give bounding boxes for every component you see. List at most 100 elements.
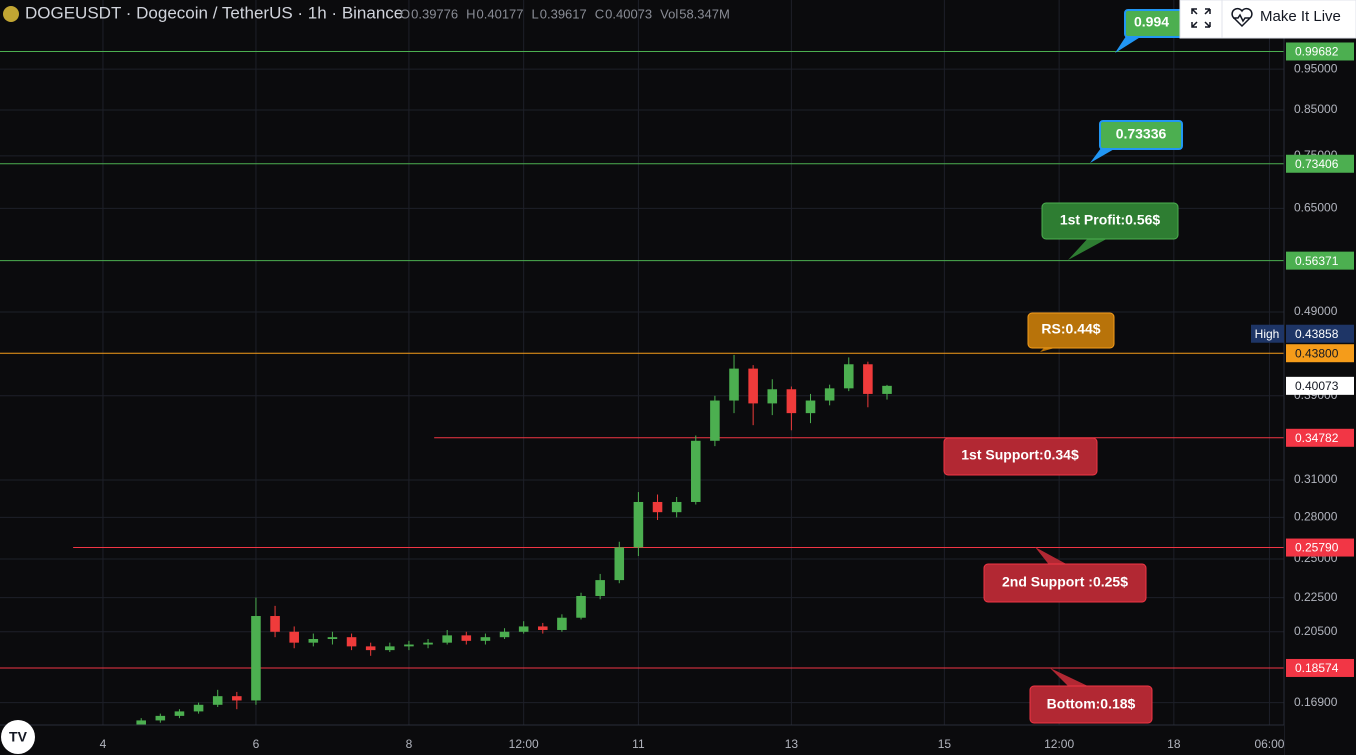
candle-body [251, 616, 261, 701]
candle-body [729, 368, 739, 401]
candle-body [423, 642, 433, 645]
x-tick-label: 12:00 [1044, 737, 1074, 751]
candle-body [690, 440, 701, 502]
callout: RS:0.44$ [1027, 312, 1115, 352]
callouts: 0.994 0.73336 1st Profit:0.56$ RS:0.44$ … [943, 9, 1196, 724]
candle-body [346, 637, 357, 647]
candle-body [671, 501, 682, 513]
candle-body [614, 547, 625, 581]
candle-body [557, 617, 567, 630]
callout-text: 2nd Support :0.25$ [1002, 574, 1128, 590]
candle-body [595, 580, 605, 596]
candle-body [710, 400, 720, 441]
price-level-tag [1286, 344, 1354, 363]
price-level-tag [1286, 154, 1354, 173]
ohlc-value: 58.347M [679, 6, 730, 21]
ohlc-value: 0.40073 [605, 6, 652, 21]
candle-body [748, 368, 758, 404]
candle-body [652, 501, 663, 513]
y-tick-label: 0.49000 [1294, 304, 1338, 318]
candle-body [404, 644, 414, 647]
x-tick-label: 18 [1167, 737, 1181, 751]
ohlc-value: 0.39617 [540, 6, 587, 21]
price-level-tag [1286, 428, 1354, 447]
candle-body [385, 646, 395, 651]
callout: 0.73336 [1090, 120, 1183, 163]
candle-body [882, 385, 892, 394]
x-tick-label: 4 [100, 737, 107, 751]
candle-body [136, 720, 146, 725]
callout-text: 0.994 [1134, 14, 1169, 30]
symbol-title: DOGEUSDT · Dogecoin / TetherUS · 1h · Bi… [25, 3, 403, 22]
candle-body [538, 626, 548, 630]
callout-text: RS:0.44$ [1041, 321, 1100, 337]
high-value: 0.43858 [1295, 327, 1339, 341]
y-tick-label: 0.95000 [1294, 61, 1338, 75]
callout-text: Bottom:0.18$ [1047, 696, 1136, 712]
y-tick-label: 0.22500 [1294, 590, 1338, 604]
price-level-label: 0.73406 [1295, 157, 1339, 171]
high-tag [1286, 324, 1354, 343]
candle-body [327, 637, 338, 639]
fullscreen-icon[interactable] [1191, 8, 1211, 28]
candle-body [805, 400, 816, 414]
high-caption-bg [1251, 324, 1284, 343]
y-tick-label: 0.31000 [1294, 472, 1338, 486]
make-it-live-button[interactable]: Make It Live [1179, 0, 1356, 39]
price-level-tag [1286, 42, 1354, 61]
candle-body [232, 696, 242, 701]
header: DOGEUSDT · Dogecoin / TetherUS · 1h · Bi… [3, 3, 730, 22]
candle-body [461, 635, 472, 641]
price-level-label: 0.34782 [1295, 431, 1339, 445]
ohlc-key: O [400, 6, 410, 21]
y-tick-label: 0.65000 [1294, 201, 1338, 215]
svg-text:TV: TV [9, 729, 28, 745]
x-tick-label: 8 [406, 737, 413, 751]
candle-body [499, 631, 510, 638]
candle-body [270, 616, 280, 632]
last-price-tag [1286, 376, 1354, 395]
candle-body [863, 364, 873, 394]
x-tick-label: 15 [938, 737, 952, 751]
ohlc-key: Vol [660, 6, 678, 21]
tv-logo: TV [1, 720, 35, 754]
ohlc-key: H [466, 6, 475, 21]
last-price-label: 0.40073 [1295, 379, 1339, 393]
candle-body [193, 704, 204, 712]
y-tick-label: 0.20500 [1294, 624, 1338, 638]
callout-text: 1st Profit:0.56$ [1060, 212, 1161, 228]
candle-body [767, 389, 778, 404]
y-tick-label: 0.28000 [1294, 510, 1338, 524]
candle-body [289, 631, 299, 643]
ohlc-value: 0.39776 [411, 6, 458, 21]
candle-body [174, 711, 185, 716]
button-label[interactable]: Make It Live [1260, 8, 1341, 25]
candle-body [786, 389, 797, 414]
callout: 1st Support:0.34$ [943, 437, 1098, 476]
high-caption: High [1255, 327, 1280, 341]
x-tick-label: 12:00 [509, 737, 539, 751]
price-level-tag [1286, 251, 1354, 270]
time-axis [0, 725, 1284, 755]
y-tick-label: 0.85000 [1294, 102, 1338, 116]
candle-body [633, 501, 644, 548]
ohlc-key: C [595, 6, 604, 21]
x-tick-label: 11 [632, 737, 645, 751]
price-level-tag [1286, 538, 1354, 557]
candle-body [442, 635, 452, 643]
x-tick-label: 06:00 [1254, 737, 1284, 751]
ohlc-key: L [532, 6, 539, 21]
ohlc-value: 0.40177 [477, 6, 524, 21]
callout-text: 0.73336 [1116, 126, 1167, 142]
heart-icon [1231, 7, 1253, 28]
candle-body [518, 626, 529, 632]
candle-body [843, 364, 854, 389]
callout: Bottom:0.18$ [1029, 668, 1153, 724]
y-tick-label: 0.16900 [1294, 695, 1338, 709]
candle-body [155, 715, 166, 721]
price-level-label: 0.99682 [1295, 45, 1339, 59]
x-tick-label: 13 [785, 737, 799, 751]
